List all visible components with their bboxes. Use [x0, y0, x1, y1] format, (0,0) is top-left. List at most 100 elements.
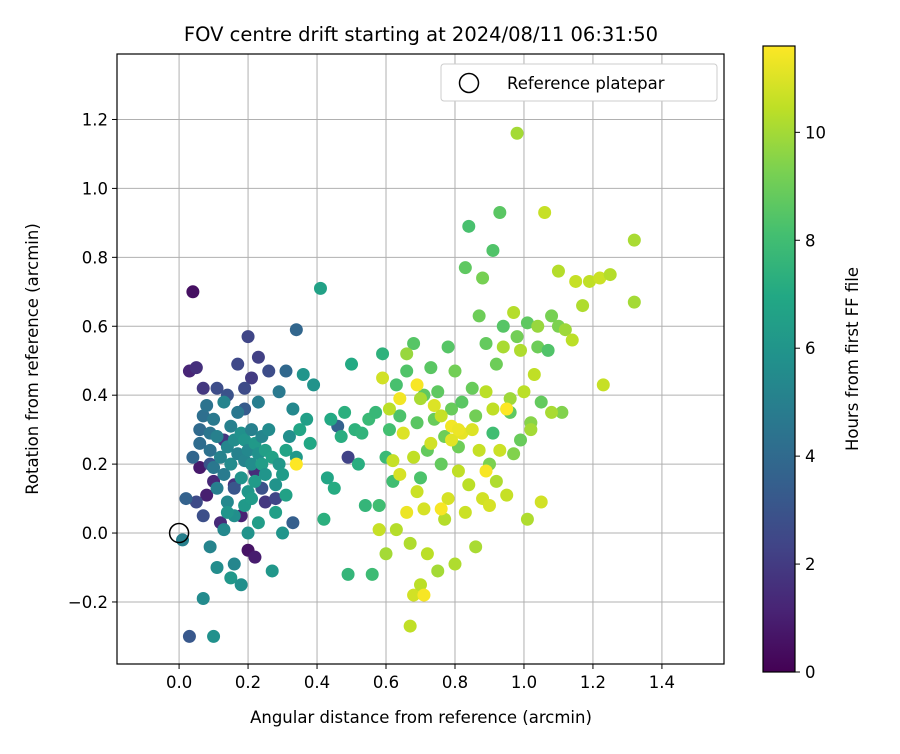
data-point [251, 350, 265, 364]
data-point [279, 364, 293, 378]
data-point [279, 488, 293, 502]
data-point [227, 557, 241, 571]
data-point [282, 430, 296, 444]
data-point [296, 368, 310, 382]
x-tick-label: 0.4 [304, 673, 330, 692]
data-point [441, 340, 455, 354]
data-point [400, 505, 414, 519]
data-point [403, 619, 417, 633]
data-point [520, 316, 534, 330]
data-point [486, 426, 500, 440]
data-point [203, 540, 217, 554]
data-point [307, 378, 321, 392]
data-point [210, 561, 224, 575]
data-point [327, 481, 341, 495]
data-point [276, 467, 290, 481]
legend-marker-icon [458, 72, 480, 94]
x-tick-label: 1.0 [511, 673, 537, 692]
data-point [334, 430, 348, 444]
data-point [479, 464, 493, 478]
data-point [445, 433, 459, 447]
data-point [186, 450, 200, 464]
data-point [386, 454, 400, 468]
data-point [376, 347, 390, 361]
data-point [486, 243, 500, 257]
x-tick-label: 0.6 [373, 673, 399, 692]
data-point [220, 495, 234, 509]
data-point [289, 457, 303, 471]
data-point [458, 505, 472, 519]
data-point [341, 450, 355, 464]
data-point [510, 330, 524, 344]
data-point [186, 285, 200, 299]
data-point [245, 423, 259, 437]
grid [117, 54, 724, 664]
colorbar-label: Hours from first FF file [843, 267, 862, 451]
data-point [251, 395, 265, 409]
data-point [193, 423, 207, 437]
data-point [596, 378, 610, 392]
data-point [210, 430, 224, 444]
data-point [303, 436, 317, 450]
data-point [372, 523, 386, 537]
data-point [627, 295, 641, 309]
data-point [393, 392, 407, 406]
data-point [393, 409, 407, 423]
data-point [514, 343, 528, 357]
data-point [269, 492, 283, 506]
colorbar-tick-label: 4 [805, 447, 816, 466]
data-point [414, 392, 427, 406]
data-point [424, 361, 438, 375]
data-point [355, 426, 369, 440]
x-ticks: 0.0 0.2 0.4 0.6 0.8 1.0 1.2 1.4 [166, 664, 675, 692]
data-point [472, 309, 486, 323]
x-tick-label: 1.4 [649, 673, 675, 692]
data-point [400, 364, 414, 378]
data-point [200, 399, 214, 413]
data-point [627, 233, 641, 247]
data-point [486, 402, 500, 416]
data-point [565, 333, 579, 347]
data-point [217, 467, 231, 481]
data-point [407, 588, 421, 602]
data-point [289, 323, 303, 337]
data-point [510, 126, 524, 140]
data-point [196, 409, 210, 423]
data-point [500, 402, 514, 416]
data-point [407, 450, 421, 464]
data-point [603, 268, 617, 282]
data-point [489, 357, 503, 371]
data-point [217, 395, 231, 409]
data-point [245, 492, 259, 506]
data-point [210, 481, 224, 495]
data-point [227, 481, 241, 495]
data-point [551, 264, 565, 278]
data-point [300, 412, 314, 426]
data-point [200, 488, 214, 502]
data-point [489, 474, 503, 488]
data-point [286, 516, 300, 530]
data-point [545, 309, 559, 323]
reference-point-marker [168, 522, 190, 544]
data-point [286, 402, 300, 416]
data-point [272, 385, 286, 399]
data-point [372, 498, 386, 512]
y-tick-label: 1.2 [82, 110, 108, 129]
data-point [324, 412, 338, 426]
data-point [541, 343, 555, 357]
data-point [451, 464, 465, 478]
data-point [231, 405, 245, 419]
data-point [410, 485, 424, 499]
data-point [493, 443, 507, 457]
legend: Reference platepar [440, 63, 718, 102]
data-point [538, 206, 552, 220]
data-point [520, 512, 534, 526]
data-point [220, 505, 234, 519]
data-point [382, 423, 396, 437]
colorbar-gradient [762, 45, 796, 673]
data-point [555, 405, 569, 419]
colorbar-tick-label: 10 [805, 123, 826, 142]
data-point [496, 340, 510, 354]
data-point [207, 412, 221, 426]
